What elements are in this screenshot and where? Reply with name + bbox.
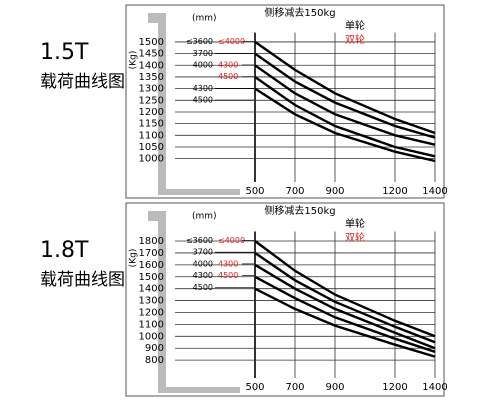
curve-label: 4500 xyxy=(218,271,238,280)
load-curve xyxy=(254,251,436,344)
y-tick-label: 1200 xyxy=(139,307,164,318)
legend-label: 双轮 xyxy=(345,231,365,244)
curve-label: ≤4000 xyxy=(218,37,245,46)
x-unit-label: (mm) xyxy=(192,14,217,24)
load-curve xyxy=(254,52,436,139)
curve-label: 4300 xyxy=(218,259,238,268)
curve-label: ≤3600 xyxy=(186,236,213,245)
curve-label: 4500 xyxy=(193,283,213,292)
y-tick-label: 1150 xyxy=(139,119,164,130)
y-tick-label: 1300 xyxy=(139,296,164,307)
y-tick-label: 1700 xyxy=(139,248,164,259)
y-tick-label: 900 xyxy=(145,343,164,354)
y-tick-label: 1400 xyxy=(139,60,164,71)
curve-label: 4500 xyxy=(218,72,238,81)
y-tick-label: 1600 xyxy=(139,260,164,271)
chart-box xyxy=(125,202,445,397)
curve-label: ≤4000 xyxy=(218,236,245,245)
load-curve xyxy=(254,263,436,350)
curve-label: 4300 xyxy=(193,271,213,280)
curve-label: 4000 xyxy=(193,259,213,268)
load-curve xyxy=(254,76,436,158)
y-tick-label: 1500 xyxy=(139,272,164,283)
curve-label: 3700 xyxy=(193,49,213,58)
x-tick-label: 1400 xyxy=(422,186,447,197)
annotation: 侧移减去150kg xyxy=(264,6,335,19)
load-curve xyxy=(254,87,436,163)
curve-label: 4500 xyxy=(193,96,213,105)
capacity-title: 1.5T xyxy=(40,40,89,65)
chart-subtitle: 载荷曲线图 xyxy=(40,270,125,290)
annotation: 侧移减去150kg xyxy=(264,204,335,217)
y-tick-label: 1500 xyxy=(139,37,164,48)
x-unit-label: (mm) xyxy=(192,212,217,222)
x-tick-label: 1200 xyxy=(382,382,407,393)
y-tick-label: 1350 xyxy=(139,72,164,83)
chart-subtitle: 载荷曲线图 xyxy=(40,72,125,92)
load-curve xyxy=(254,240,436,338)
load-curve xyxy=(254,40,436,135)
curve-label: ≤3600 xyxy=(186,37,213,46)
curve-label: 3700 xyxy=(193,248,213,257)
x-tick-label: 500 xyxy=(245,186,264,197)
x-tick-label: 700 xyxy=(285,186,304,197)
legend-label: 单轮 xyxy=(345,217,365,230)
y-axis-label: (Kg) xyxy=(129,51,139,70)
y-tick-label: 1000 xyxy=(139,154,164,165)
load-curve xyxy=(254,64,436,146)
x-tick-label: 500 xyxy=(245,382,264,393)
legend-label: 双轮 xyxy=(345,33,365,46)
y-tick-label: 1100 xyxy=(139,319,164,330)
x-tick-label: 700 xyxy=(285,382,304,393)
curve-label: 4300 xyxy=(193,84,213,93)
x-tick-label: 1200 xyxy=(382,186,407,197)
y-axis-label: (Kg) xyxy=(129,249,139,268)
y-tick-label: 1050 xyxy=(139,142,164,153)
legend-label: 单轮 xyxy=(345,19,365,32)
x-tick-label: 900 xyxy=(325,382,344,393)
curve-label: 4000 xyxy=(193,61,213,70)
y-tick-label: 1800 xyxy=(139,236,164,247)
y-tick-label: 800 xyxy=(145,355,164,366)
x-tick-label: 900 xyxy=(325,186,344,197)
load-curve xyxy=(254,287,436,358)
x-tick-label: 1400 xyxy=(422,382,447,393)
chart-box xyxy=(125,4,445,199)
y-tick-label: 1100 xyxy=(139,130,164,141)
y-tick-label: 1000 xyxy=(139,331,164,342)
capacity-title: 1.8T xyxy=(40,238,89,263)
y-tick-label: 1450 xyxy=(139,49,164,60)
load-curve xyxy=(254,275,436,353)
y-tick-label: 1200 xyxy=(139,107,164,118)
y-tick-label: 1300 xyxy=(139,84,164,95)
y-tick-label: 1250 xyxy=(139,95,164,106)
y-tick-label: 1400 xyxy=(139,284,164,295)
curve-label: 4300 xyxy=(218,61,238,70)
